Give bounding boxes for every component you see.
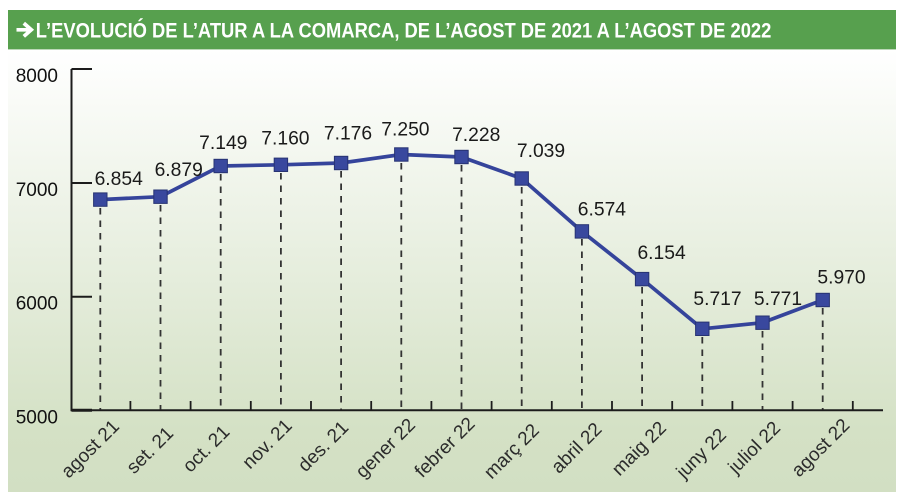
svg-text:7.228: 7.228 — [452, 125, 500, 146]
svg-text:5.717: 5.717 — [693, 289, 741, 310]
svg-text:7.149: 7.149 — [199, 133, 247, 154]
svg-text:5.970: 5.970 — [817, 268, 865, 289]
svg-text:8000: 8000 — [16, 66, 58, 87]
svg-text:7.039: 7.039 — [517, 141, 565, 162]
svg-text:L’EVOLUCIÓ DE L’ATUR A LA COMA: L’EVOLUCIÓ DE L’ATUR A LA COMARCA, DE L’… — [36, 17, 772, 43]
svg-text:6000: 6000 — [16, 294, 58, 315]
svg-text:6.854: 6.854 — [95, 169, 144, 190]
svg-text:7000: 7000 — [16, 180, 58, 201]
svg-text:7.160: 7.160 — [261, 128, 309, 149]
svg-text:6.574: 6.574 — [578, 199, 627, 220]
svg-text:7.250: 7.250 — [381, 119, 429, 140]
svg-text:7.176: 7.176 — [324, 123, 372, 144]
svg-text:6.879: 6.879 — [155, 160, 203, 181]
svg-text:6.154: 6.154 — [637, 243, 686, 264]
svg-text:5000: 5000 — [16, 407, 58, 428]
svg-text:5.771: 5.771 — [754, 289, 802, 310]
